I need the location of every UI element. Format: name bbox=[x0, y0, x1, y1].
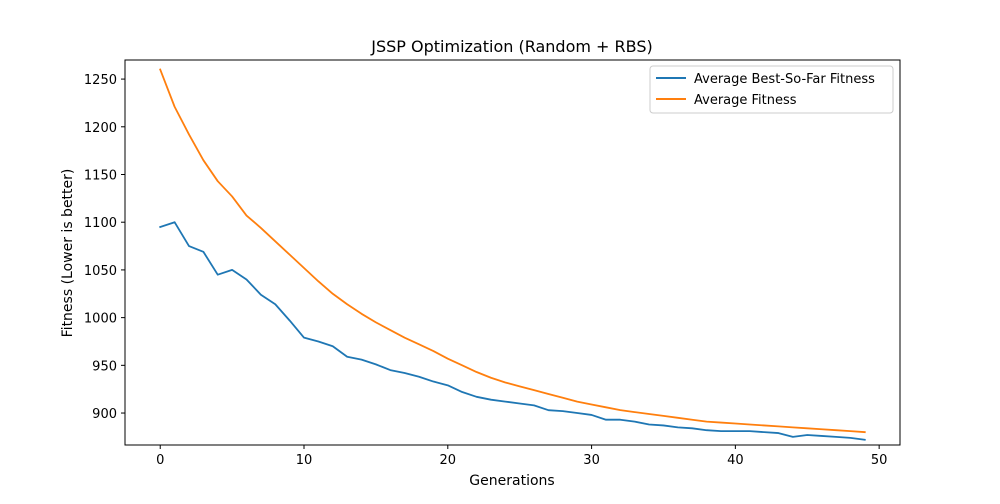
legend-label-best-so-far: Average Best-So-Far Fitness bbox=[694, 72, 875, 87]
chart-title: JSSP Optimization (Random + RBS) bbox=[370, 37, 652, 56]
y-tick-label: 1100 bbox=[84, 216, 117, 231]
axes-frame bbox=[124, 59, 901, 446]
x-tick-label: 30 bbox=[583, 453, 600, 468]
y-tick-label: 900 bbox=[92, 407, 117, 422]
legend-label-average-fitness: Average Fitness bbox=[694, 93, 797, 108]
x-tick-label: 40 bbox=[727, 453, 744, 468]
x-tick-label: 50 bbox=[871, 453, 888, 468]
x-tick-label: 20 bbox=[440, 453, 457, 468]
y-tick-label: 1050 bbox=[84, 264, 117, 279]
y-tick-label: 1250 bbox=[84, 73, 117, 88]
y-axis-label: Fitness (Lower is better) bbox=[60, 169, 76, 338]
x-tick-label: 10 bbox=[296, 453, 313, 468]
y-tick-label: 1000 bbox=[84, 312, 117, 327]
series-line-best-so-far bbox=[159, 221, 866, 441]
legend-box bbox=[649, 65, 894, 114]
x-axis-ticks: 0 10 20 30 40 50 bbox=[156, 445, 887, 468]
y-tick-label: 1200 bbox=[84, 121, 117, 136]
y-tick-label: 1150 bbox=[84, 168, 117, 183]
x-tick-label: 0 bbox=[156, 453, 164, 468]
y-tick-label: 950 bbox=[92, 359, 117, 374]
plot-area bbox=[159, 68, 866, 441]
y-axis-ticks: 900 950 1000 1050 1100 1150 1200 1250 bbox=[84, 73, 125, 422]
series-line-average-fitness bbox=[159, 68, 866, 434]
x-axis-label: Generations bbox=[469, 473, 554, 489]
legend: Average Best-So-Far Fitness Average Fitn… bbox=[649, 65, 894, 114]
